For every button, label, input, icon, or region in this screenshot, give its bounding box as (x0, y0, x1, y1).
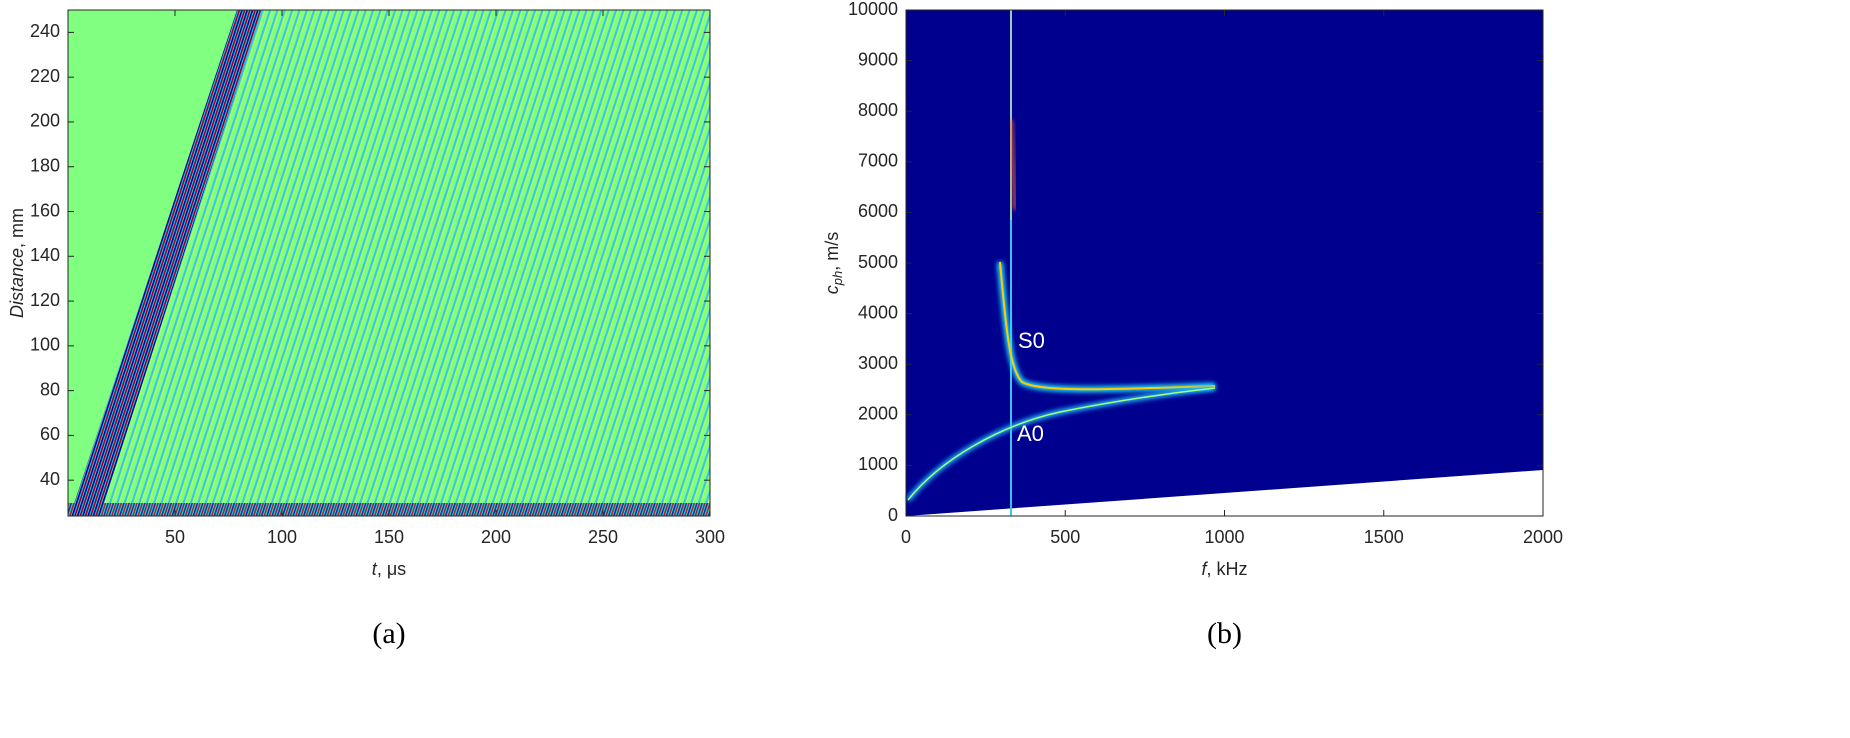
x-tick-label: 1000 (1204, 527, 1244, 547)
y-axis-label-part: , mm (7, 208, 27, 248)
y-axis-label-part: , m/s (822, 232, 842, 271)
y-tick-label: 10000 (848, 0, 898, 19)
y-tick-label: 80 (40, 379, 60, 399)
x-tick-label: 2000 (1523, 527, 1563, 547)
x-tick-label: 500 (1050, 527, 1080, 547)
y-axis-label-part: ph (830, 271, 845, 286)
annotation: A0 (1017, 421, 1044, 446)
y-tick-label: 6000 (858, 201, 898, 221)
x-axis-label: f, kHz (1201, 559, 1247, 579)
y-tick-label: 0 (888, 505, 898, 525)
y-tick-label: 160 (30, 200, 60, 220)
y-tick-label: 120 (30, 290, 60, 310)
x-tick-label: 0 (901, 527, 911, 547)
y-tick-label: 8000 (858, 100, 898, 120)
y-tick-label: 200 (30, 111, 60, 131)
x-tick-label: 50 (165, 527, 185, 547)
x-tick-label: 150 (374, 527, 404, 547)
x-tick-label: 1500 (1364, 527, 1404, 547)
y-tick-label: 4000 (858, 302, 898, 322)
y-tick-label: 220 (30, 66, 60, 86)
x-axis-label-part: f (1201, 559, 1208, 579)
x-axis-label: t, μs (372, 559, 406, 579)
x-axis-label-part: , kHz (1207, 559, 1248, 579)
y-tick-label: 240 (30, 21, 60, 41)
y-tick-label: 7000 (858, 151, 898, 171)
y-tick-label: 100 (30, 335, 60, 355)
annotation: S0 (1018, 328, 1045, 353)
y-tick-label: 5000 (858, 252, 898, 272)
y-tick-label: 9000 (858, 49, 898, 69)
y-tick-label: 60 (40, 424, 60, 444)
heatmap-b (906, 10, 1543, 516)
x-axis-label-part: , μs (377, 559, 406, 579)
x-tick-label: 100 (267, 527, 297, 547)
y-axis-label: cph, m/s (822, 232, 846, 294)
y-tick-label: 140 (30, 245, 60, 265)
y-axis-label-part: Distance (7, 248, 27, 318)
x-tick-label: 200 (481, 527, 511, 547)
x-tick-label: 250 (588, 527, 618, 547)
y-tick-label: 2000 (858, 404, 898, 424)
y-tick-label: 180 (30, 155, 60, 175)
heatmap-a (68, 10, 710, 516)
caption: (a) (372, 617, 405, 650)
x-tick-label: 300 (695, 527, 725, 547)
y-tick-label: 40 (40, 469, 60, 489)
y-axis-label: Distance, mm (7, 208, 27, 318)
x-axis-label-part: t (372, 559, 378, 579)
y-tick-label: 1000 (858, 454, 898, 474)
y-axis-label-part: c (822, 285, 842, 294)
y-tick-label: 3000 (858, 353, 898, 373)
caption: (b) (1207, 617, 1242, 650)
